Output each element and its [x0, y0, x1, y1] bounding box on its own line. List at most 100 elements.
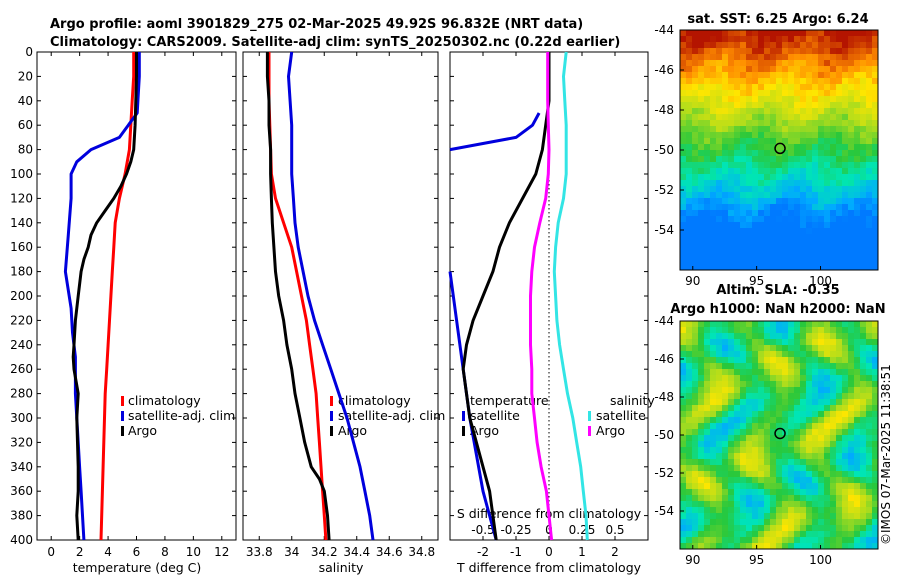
map-cell: [698, 411, 704, 417]
map-cell: [740, 411, 746, 417]
map-cell: [788, 465, 794, 471]
map-cell: [836, 48, 842, 54]
map-cell: [722, 192, 728, 198]
map-cell: [710, 222, 716, 228]
map-cell: [854, 180, 860, 186]
map-cell: [716, 204, 722, 210]
map-cell: [800, 405, 806, 411]
map-cell: [788, 108, 794, 114]
map-cell: [866, 252, 872, 258]
map-cell: [758, 351, 764, 357]
map-cell: [692, 369, 698, 375]
map-cell: [692, 465, 698, 471]
map-cell: [752, 156, 758, 162]
map-cell: [872, 429, 878, 435]
map-cell: [686, 138, 692, 144]
map-cell: [788, 531, 794, 537]
map-cell: [854, 156, 860, 162]
map-cell: [818, 489, 824, 495]
map-cell: [716, 78, 722, 84]
map-cell: [722, 321, 728, 327]
map-cell: [848, 168, 854, 174]
map-cell: [746, 54, 752, 60]
map-cell: [866, 210, 872, 216]
map-cell: [728, 465, 734, 471]
series-line-climatology: [99, 52, 136, 541]
map-cell: [830, 204, 836, 210]
map-cell: [728, 54, 734, 60]
map-cell: [740, 447, 746, 453]
map-cell: [830, 411, 836, 417]
map-cell: [734, 156, 740, 162]
map-cell: [836, 258, 842, 264]
map-cell: [800, 543, 806, 549]
map-cell: [800, 54, 806, 60]
map-cell: [848, 411, 854, 417]
map-cell: [758, 321, 764, 327]
map-cell: [740, 369, 746, 375]
map-cell: [854, 264, 860, 270]
map-cell: [800, 321, 806, 327]
map-cell: [830, 471, 836, 477]
map-cell: [698, 435, 704, 441]
map-cell: [824, 531, 830, 537]
map-cell: [704, 543, 710, 549]
map-cell: [704, 234, 710, 240]
map-cell: [812, 327, 818, 333]
map-cell: [764, 519, 770, 525]
map-cell: [806, 108, 812, 114]
map-y-tick-label: -54: [654, 223, 674, 237]
map-cell: [848, 48, 854, 54]
map-cell: [698, 543, 704, 549]
map-cell: [746, 42, 752, 48]
map-cell: [758, 501, 764, 507]
map-cell: [704, 132, 710, 138]
map-cell: [698, 132, 704, 138]
map-cell: [866, 198, 872, 204]
map-cell: [806, 60, 812, 66]
map-cell: [836, 156, 842, 162]
secondary-x-tick-label: 0.25: [569, 523, 596, 537]
map-cell: [716, 42, 722, 48]
map-cell: [764, 114, 770, 120]
map-cell: [722, 48, 728, 54]
map-cell: [788, 168, 794, 174]
map-cell: [680, 42, 686, 48]
map-cell: [692, 66, 698, 72]
map-cell: [704, 537, 710, 543]
map-cell: [866, 363, 872, 369]
map-cell: [758, 477, 764, 483]
map-cell: [776, 228, 782, 234]
map-cell: [866, 90, 872, 96]
map-cell: [698, 126, 704, 132]
map-cell: [854, 126, 860, 132]
map-cell: [722, 405, 728, 411]
map-cell: [680, 357, 686, 363]
map-cell: [698, 363, 704, 369]
map-cell: [746, 78, 752, 84]
map-cell: [770, 60, 776, 66]
map-cell: [758, 150, 764, 156]
t-difference-xlabel: T difference from climatology: [456, 560, 642, 575]
map-cell: [770, 387, 776, 393]
map-cell: [812, 42, 818, 48]
map-cell: [710, 72, 716, 78]
map-cell: [872, 102, 878, 108]
map-cell: [836, 339, 842, 345]
map-cell: [686, 72, 692, 78]
map-cell: [764, 48, 770, 54]
map-cell: [860, 150, 866, 156]
map-cell: [800, 66, 806, 72]
map-cell: [764, 132, 770, 138]
map-cell: [746, 477, 752, 483]
map-cell: [860, 513, 866, 519]
map-cell: [788, 30, 794, 36]
map-cell: [704, 525, 710, 531]
map-cell: [860, 174, 866, 180]
map-cell: [836, 228, 842, 234]
map-cell: [746, 138, 752, 144]
map-cell: [782, 351, 788, 357]
map-cell: [800, 495, 806, 501]
map-cell: [806, 423, 812, 429]
map-cell: [728, 36, 734, 42]
